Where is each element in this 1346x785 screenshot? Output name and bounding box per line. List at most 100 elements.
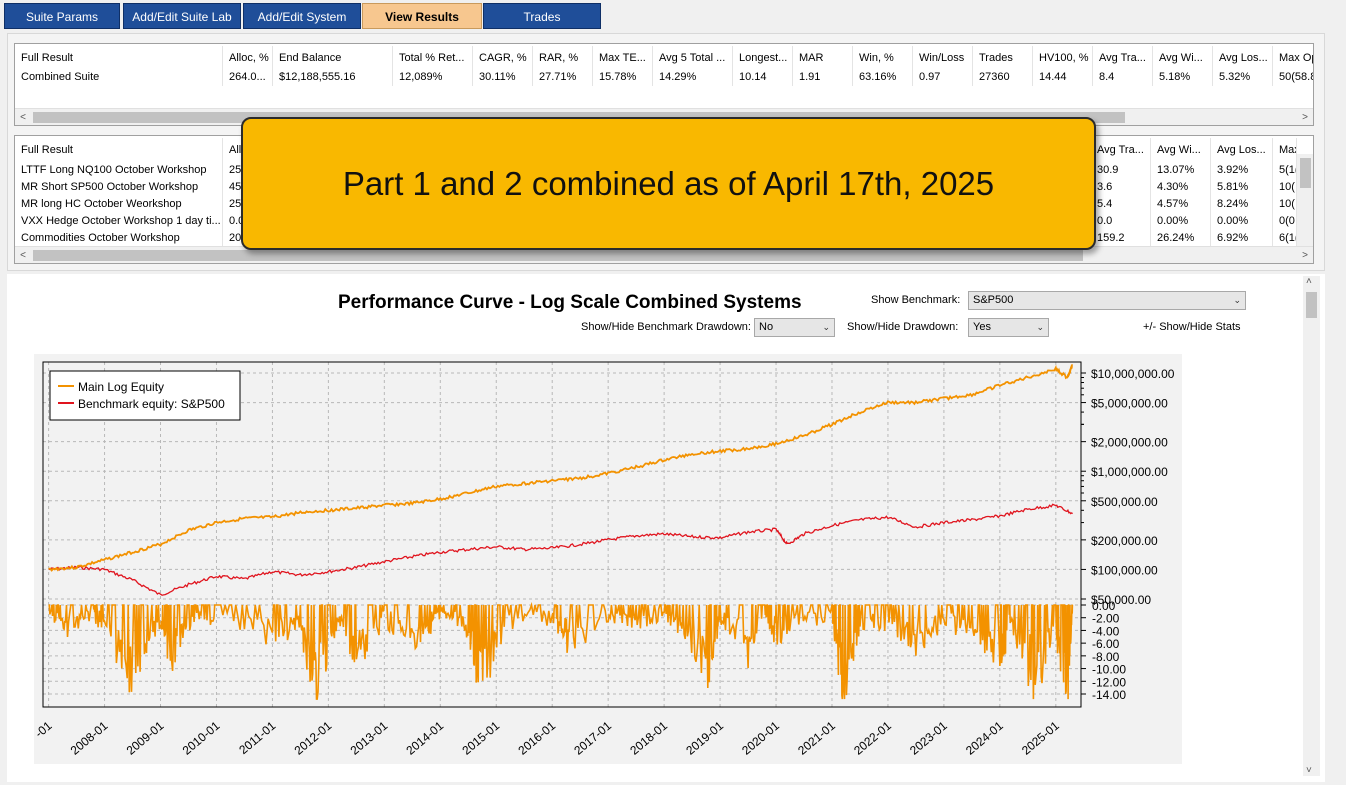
- drawdown-tick-label: -2.00: [1092, 612, 1120, 626]
- y-tick-label: $5,000,000.00: [1091, 397, 1168, 411]
- benchmark-drawdown-value: No: [759, 321, 774, 333]
- column-header[interactable]: Avg Los...: [1211, 138, 1273, 162]
- drawdown-tick-label: 0.00: [1092, 599, 1116, 613]
- table-cell: $12,188,555.16: [273, 69, 393, 86]
- x-tick-label: 2008-01: [68, 718, 111, 757]
- table-cell: 30.9: [1091, 162, 1151, 179]
- scrollbar-thumb[interactable]: [33, 250, 1083, 261]
- tab-trades[interactable]: Trades: [483, 3, 601, 29]
- column-header[interactable]: Full Result: [15, 138, 223, 162]
- callout-text: Part 1 and 2 combined as of April 17th, …: [342, 164, 995, 202]
- column-header[interactable]: RAR, %: [533, 46, 593, 70]
- scroll-down-icon[interactable]: ˅: [1306, 765, 1312, 776]
- vertical-scrollbar[interactable]: [1297, 154, 1313, 246]
- table-cell: 4.57%: [1151, 196, 1211, 213]
- x-tick-label: 2024-01: [963, 718, 1006, 757]
- table-row[interactable]: Combined Suite 264.0... $12,188,555.16 12,0…: [15, 69, 1313, 86]
- drawdown-tick-label: -10.00: [1092, 663, 1126, 677]
- legend-benchmark-label: Benchmark equity: S&P500: [78, 397, 225, 411]
- x-tick-label: 2016-01: [515, 718, 558, 757]
- scroll-left-icon[interactable]: <: [20, 112, 26, 123]
- table-cell: 0.97: [913, 69, 973, 86]
- table-cell: 13.07%: [1151, 162, 1211, 179]
- column-header[interactable]: Full Result: [15, 46, 223, 70]
- chevron-down-icon: ⌄: [1233, 295, 1241, 305]
- column-header[interactable]: End Balance: [273, 46, 393, 70]
- tab-add-edit-suite-lab[interactable]: Add/Edit Suite Lab: [123, 3, 241, 29]
- table-cell: 14.44: [1033, 69, 1093, 86]
- drawdown-tick-label: -4.00: [1092, 624, 1120, 638]
- table-cell: 5.32%: [1213, 69, 1273, 86]
- column-header[interactable]: Win/Loss: [913, 46, 973, 70]
- x-tick-label: 2013-01: [348, 718, 391, 757]
- chart-vertical-scrollbar[interactable]: ˄ ˅: [1303, 276, 1320, 776]
- x-tick-label: 2025-01: [1019, 718, 1062, 757]
- chevron-down-icon: ⌄: [822, 322, 830, 332]
- column-header[interactable]: Trades: [973, 46, 1033, 70]
- benchmark-select-value: S&P500: [973, 294, 1014, 306]
- x-tick-label: 2014-01: [403, 718, 446, 757]
- table-row[interactable]: VXX Hedge October Workshop 1 day ti... 0.…: [15, 213, 1297, 230]
- chart-marks: [48, 364, 1074, 700]
- column-header[interactable]: Avg 5 Total ...: [653, 46, 733, 70]
- annotation-callout: Part 1 and 2 combined as of April 17th, …: [241, 117, 1096, 250]
- column-header[interactable]: HV100, %: [1033, 46, 1093, 70]
- table-cell: MR long HC October Weorkshop: [15, 196, 223, 213]
- table-cell: VXX Hedge October Workshop 1 day ti...: [15, 213, 223, 230]
- table-cell: 5.81%: [1211, 179, 1273, 196]
- drawdown-label: Show/Hide Drawdown:: [847, 321, 959, 333]
- scrollbar-thumb[interactable]: [1300, 158, 1311, 188]
- column-header[interactable]: Avg Wi...: [1151, 138, 1211, 162]
- tab-view-results[interactable]: View Results: [362, 3, 482, 29]
- column-header[interactable]: Total % Ret...: [393, 46, 473, 70]
- x-tick-label: 2011-01: [236, 718, 278, 757]
- column-header[interactable]: Avg Los...: [1213, 46, 1273, 70]
- column-header[interactable]: Max TE...: [593, 46, 653, 70]
- table-cell: 264.0...: [223, 69, 273, 86]
- scroll-right-icon[interactable]: >: [1302, 250, 1308, 261]
- benchmark-drawdown-label: Show/Hide Benchmark Drawdown:: [581, 321, 751, 333]
- show-hide-stats-toggle[interactable]: +/- Show/Hide Stats: [1143, 321, 1241, 333]
- x-tick-label: 2009-01: [124, 718, 167, 757]
- column-header[interactable]: Max: [1273, 138, 1297, 162]
- table-cell: 0(0: [1273, 213, 1297, 230]
- drawdown-tick-label: -12.00: [1092, 675, 1126, 689]
- table-cell: 26.24%: [1151, 230, 1211, 247]
- benchmark-select[interactable]: S&P500 ⌄: [968, 291, 1246, 310]
- chart-ticks: -01 2008-01 2009-01 2010-01 2011-01 2012-01 20…: [32, 367, 1175, 758]
- scroll-up-icon[interactable]: ˄: [1306, 276, 1312, 287]
- show-benchmark-label: Show Benchmark:: [871, 294, 961, 306]
- table-cell: 30.11%: [473, 69, 533, 86]
- drawdown-select[interactable]: Yes ⌄: [968, 318, 1049, 337]
- tab-suite-params[interactable]: Suite Params: [4, 3, 120, 29]
- legend-equity-label: Main Log Equity: [78, 380, 164, 394]
- table-cell: 15.78%: [593, 69, 653, 86]
- table-row[interactable]: Commodities October Workshop 20 159.2 26.24…: [15, 230, 1297, 247]
- table-cell: 3.92%: [1211, 162, 1273, 179]
- column-header[interactable]: Avg Wi...: [1153, 46, 1213, 70]
- scroll-left-icon[interactable]: <: [20, 250, 26, 261]
- benchmark-drawdown-select[interactable]: No ⌄: [754, 318, 835, 337]
- scroll-right-icon[interactable]: >: [1302, 112, 1308, 123]
- column-header[interactable]: Avg Tra...: [1093, 46, 1153, 70]
- x-tick-label: 2021-01: [795, 718, 838, 757]
- column-header[interactable]: Longest...: [733, 46, 793, 70]
- y-tick-label: $200,000.00: [1091, 534, 1158, 548]
- column-header[interactable]: MAR: [793, 46, 853, 70]
- drawdown-tick-label: -6.00: [1092, 637, 1120, 651]
- column-header[interactable]: Alloc, %: [223, 46, 273, 70]
- table-row[interactable]: LTTF Long NQ100 October Workshop 25 30.9 13…: [15, 162, 1297, 179]
- column-header[interactable]: Avg Tra...: [1091, 138, 1151, 162]
- column-header[interactable]: Win, %: [853, 46, 913, 70]
- table-cell: 5.4: [1091, 196, 1151, 213]
- chart-title: Performance Curve - Log Scale Combined S…: [338, 292, 802, 313]
- scrollbar-thumb[interactable]: [1306, 292, 1317, 318]
- drawdown-tick-label: -8.00: [1092, 650, 1120, 664]
- column-header[interactable]: CAGR, %: [473, 46, 533, 70]
- table-row[interactable]: MR long HC October Weorkshop 25 5.4 4.57% 8.…: [15, 196, 1297, 213]
- tab-add-edit-system[interactable]: Add/Edit System: [243, 3, 361, 29]
- drawdown-select-value: Yes: [973, 321, 991, 333]
- column-header[interactable]: Max Op: [1273, 46, 1313, 70]
- table-cell: 10(: [1273, 179, 1297, 196]
- table-cell: 5(1(: [1273, 162, 1297, 179]
